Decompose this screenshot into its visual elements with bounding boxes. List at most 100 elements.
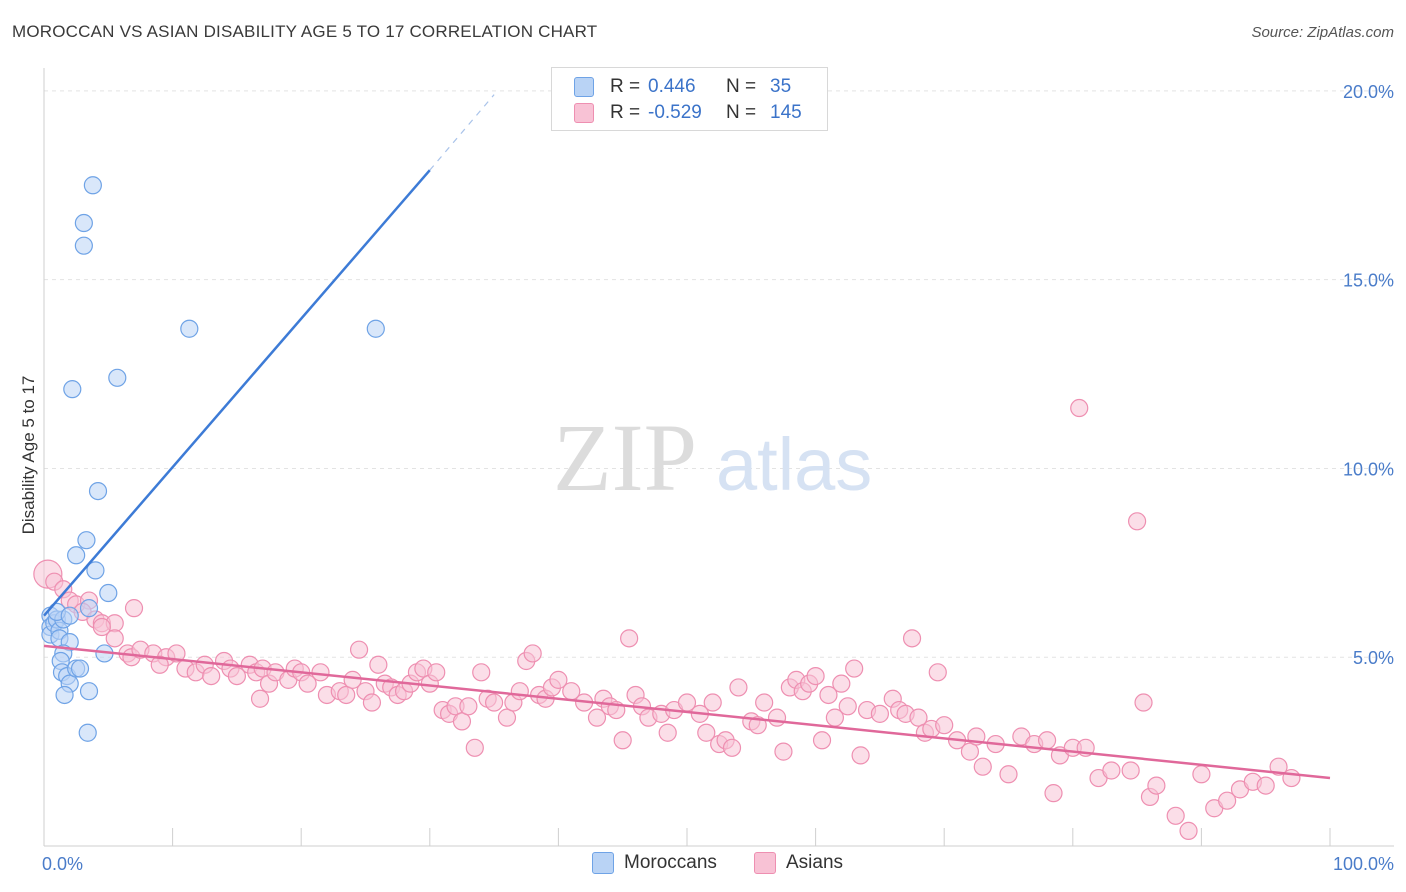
y-tick-label: 20.0% — [1343, 82, 1394, 102]
moroccan-point — [77, 531, 96, 550]
asian-point — [620, 629, 639, 648]
asians-legend-swatch — [754, 852, 776, 874]
watermark-zip: ZIP — [553, 404, 697, 511]
asian-point — [1121, 761, 1140, 780]
moroccan-trend-extension — [429, 94, 495, 171]
asian-point — [1269, 757, 1288, 776]
y-tick-label: 15.0% — [1343, 271, 1394, 291]
asian-point — [250, 689, 270, 708]
asian-point — [510, 682, 529, 701]
asian-point — [549, 670, 568, 689]
asians-legend-label: Asians — [786, 852, 844, 873]
asian-point — [337, 685, 356, 705]
asian-point — [105, 629, 124, 648]
asian-point — [497, 708, 517, 727]
asian-point — [960, 742, 980, 761]
moroccan-point — [79, 599, 99, 618]
asian-point — [523, 644, 542, 663]
n-label: N = — [726, 76, 757, 97]
asian-point — [812, 731, 832, 750]
trend-lines — [43, 94, 1331, 780]
asian-point — [748, 716, 767, 735]
watermark-atlas: atlas — [716, 423, 872, 506]
moroccan-point — [78, 723, 97, 742]
moroccans-legend-swatch — [592, 852, 614, 874]
asian-point — [1166, 806, 1185, 825]
asian-point — [1192, 765, 1211, 784]
axes — [43, 68, 1394, 847]
legend-row-moroccans: R = 0.446 N = 35 — [574, 75, 791, 99]
moroccan-point — [79, 682, 99, 701]
moroccan-point — [108, 368, 127, 387]
watermark: ZIP atlas — [553, 404, 872, 511]
y-axis-title: Disability Age 5 to 17 — [19, 376, 38, 535]
asian-point — [851, 746, 870, 765]
asian-point — [1127, 512, 1147, 531]
asian-point — [369, 655, 388, 674]
asian-point — [1134, 693, 1153, 712]
moroccan-trend-line — [43, 169, 431, 617]
r-label: R = — [610, 76, 641, 97]
correlation-legend: R = 0.446 N = 35 R = -0.529 N = 145 — [551, 67, 828, 131]
asian-point — [1256, 776, 1275, 795]
moroccan-point — [99, 583, 118, 603]
asian-point — [755, 693, 774, 712]
asian-point — [311, 663, 330, 682]
moroccan-points — [41, 176, 385, 742]
moroccans-n-value: 35 — [770, 76, 792, 97]
asian-point — [703, 693, 722, 712]
moroccan-point — [74, 236, 93, 255]
moroccans-swatch — [574, 77, 594, 97]
asian-point — [973, 757, 992, 776]
asian-point — [767, 708, 787, 727]
asians-swatch — [574, 103, 594, 123]
asian-point — [1218, 791, 1237, 810]
asian-point — [362, 693, 382, 712]
asian-point — [838, 697, 857, 716]
legend-item-asians[interactable]: Asians — [754, 852, 843, 874]
asians-n-value: 145 — [770, 102, 802, 123]
legend-item-moroccans[interactable]: Moroccans — [592, 852, 717, 874]
asian-point — [124, 599, 144, 618]
asian-point — [452, 712, 472, 731]
asian-point — [1179, 821, 1198, 840]
legend-row-asians: R = -0.529 N = 145 — [574, 101, 802, 125]
asian-point — [729, 678, 748, 697]
moroccan-point — [60, 606, 79, 625]
asian-point — [845, 659, 864, 678]
y-tick-label: 10.0% — [1343, 459, 1394, 479]
moroccans-legend-label: Moroccans — [624, 852, 717, 873]
asian-point — [465, 738, 484, 757]
grid-lines — [44, 90, 1394, 658]
asian-point — [587, 708, 607, 727]
moroccan-point — [180, 319, 199, 338]
chart-title: MOROCCAN VS ASIAN DISABILITY AGE 5 TO 17… — [12, 22, 598, 41]
asian-point — [1044, 784, 1063, 803]
x-tick-label-min: 0.0% — [42, 854, 83, 874]
moroccan-point — [63, 380, 82, 399]
asian-point — [92, 617, 111, 637]
moroccan-point — [55, 685, 74, 705]
asian-point — [485, 693, 504, 712]
asian-trend-line — [43, 644, 1331, 780]
series-legend: Moroccans Asians — [0, 852, 1406, 878]
asian-point — [999, 765, 1018, 784]
asian-point — [227, 666, 246, 686]
asian-point — [697, 723, 716, 742]
x-tick-label-max: 100.0% — [1333, 854, 1394, 874]
asian-point — [298, 674, 317, 693]
asian-point — [202, 666, 221, 686]
asian-point — [832, 674, 851, 693]
moroccan-point — [86, 561, 105, 580]
asian-point — [472, 663, 491, 682]
asian-point — [928, 663, 947, 682]
x-tick-labels: 0.0% 100.0% — [42, 854, 1394, 874]
asian-point — [806, 666, 825, 686]
moroccan-point — [88, 481, 108, 501]
asian-point — [1070, 398, 1089, 418]
asians-r-value: -0.529 — [648, 102, 702, 123]
source-label: Source: ZipAtlas.com — [1251, 24, 1394, 41]
moroccan-point — [67, 546, 86, 565]
asian-point — [909, 708, 928, 727]
